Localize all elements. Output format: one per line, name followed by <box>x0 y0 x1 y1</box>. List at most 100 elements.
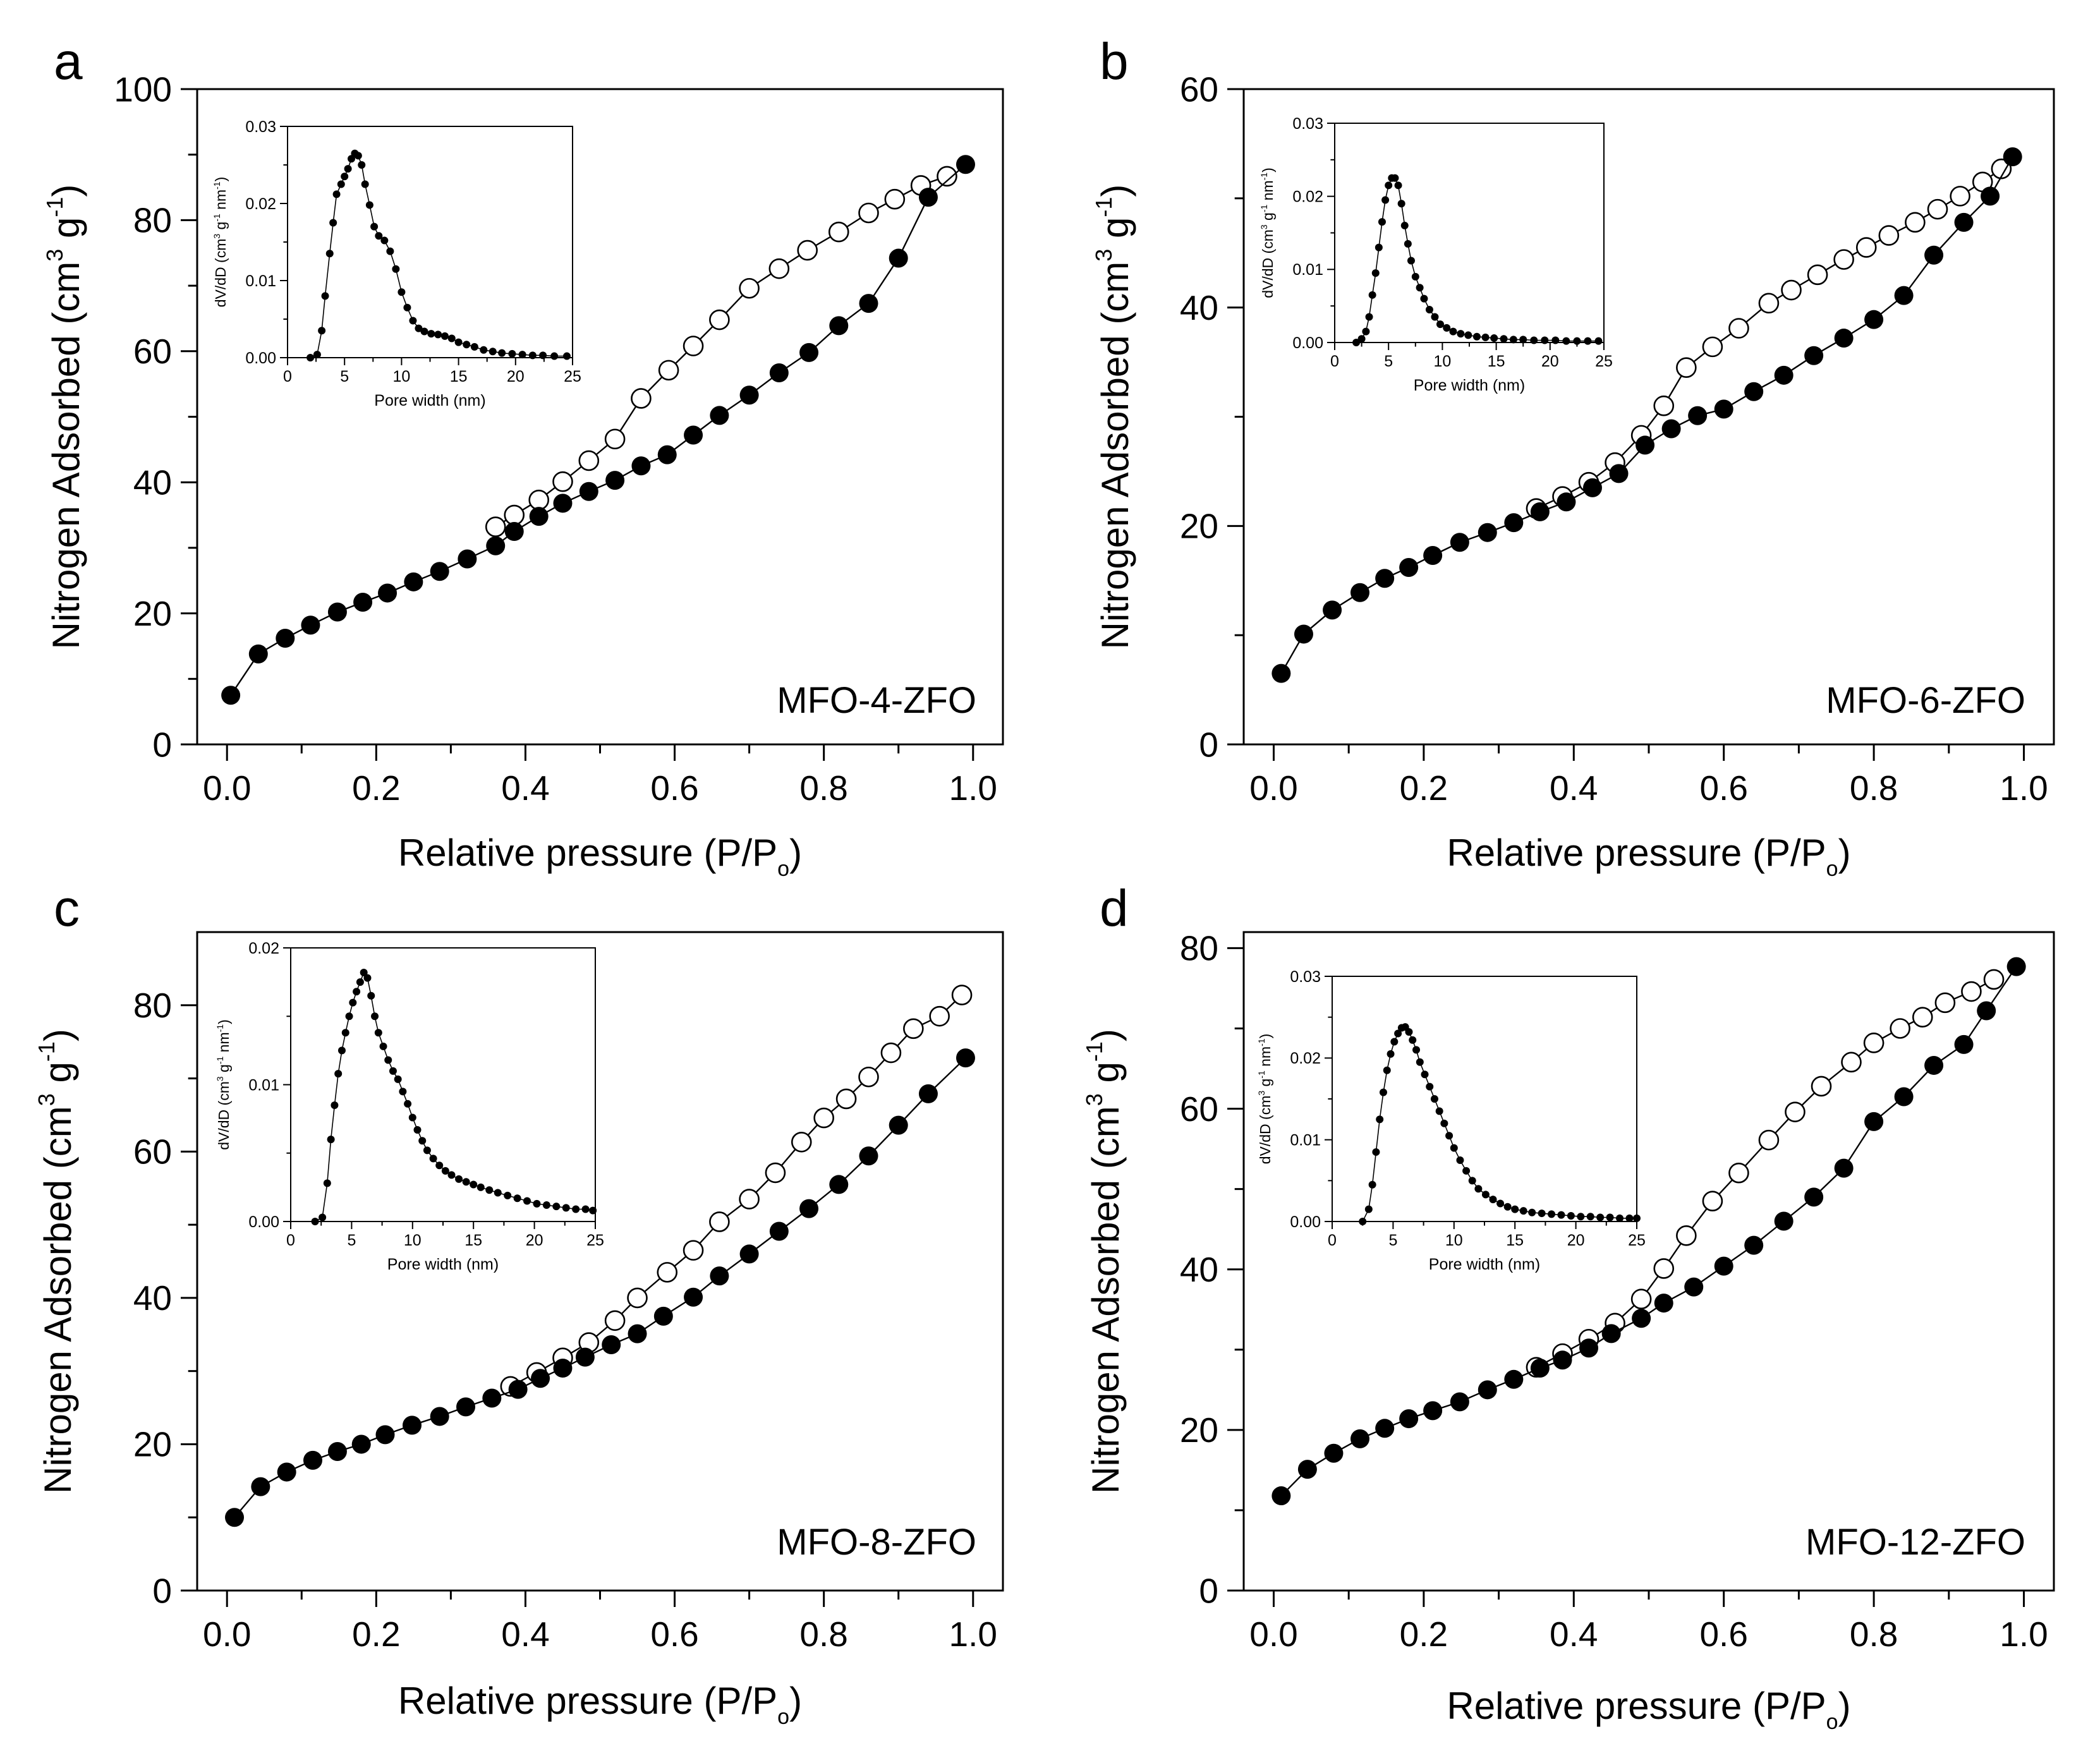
adsorption-point <box>1297 1460 1317 1479</box>
adsorption-point <box>1981 186 2000 206</box>
x-tick-label: 0.2 <box>352 1615 400 1654</box>
desorption-point <box>929 1005 950 1027</box>
adsorption-point <box>1478 523 1497 542</box>
adsorption-point <box>456 1397 475 1417</box>
psd-point <box>1375 243 1383 252</box>
y-tick-label: 40 <box>1180 288 1218 327</box>
adsorption-point <box>684 425 703 445</box>
inset-y-axis-label: dV/dD (cm3 g-1 nm-1) <box>1256 1034 1273 1165</box>
psd-point <box>325 250 334 258</box>
x-tick-label: 1.0 <box>949 768 997 808</box>
psd-point <box>1633 1214 1641 1222</box>
psd-point <box>409 317 417 325</box>
adsorption-point <box>1478 1380 1497 1400</box>
adsorption-line <box>1280 966 2017 1496</box>
desorption-point <box>604 1310 626 1331</box>
desorption-point <box>604 428 626 450</box>
adsorption-point <box>1601 1324 1621 1343</box>
desorption-point <box>504 504 525 526</box>
x-axis-label: Relative pressure (P/Po) <box>398 832 802 881</box>
y-tick-label: 80 <box>1180 929 1218 968</box>
desorption-point <box>1630 1288 1652 1310</box>
sample-label: MFO-6-ZFO <box>1826 680 2025 721</box>
psd-point <box>1548 1210 1556 1218</box>
desorption-point <box>485 516 506 538</box>
psd-point <box>1567 1211 1575 1220</box>
psd-point <box>367 991 375 1000</box>
plot-frame <box>1242 931 2055 1592</box>
psd-point <box>398 288 406 296</box>
desorption-point <box>1950 186 1970 207</box>
adsorption-point <box>1894 1087 1914 1106</box>
psd-point <box>480 346 488 354</box>
psd-point <box>1541 336 1549 344</box>
psd-point <box>434 330 442 339</box>
psd-point <box>354 152 362 160</box>
x-tick-label: 0.0 <box>1249 768 1297 808</box>
desorption-point <box>1961 981 1982 1002</box>
inset-plot-frame <box>1334 123 1605 343</box>
adsorption-point <box>1272 664 1291 683</box>
psd-point <box>1390 1038 1399 1046</box>
inset-x-tick-label: 10 <box>404 1232 422 1249</box>
psd-point <box>1371 269 1380 277</box>
psd-point <box>494 1189 502 1197</box>
panel-a: 0.0 0.2 0.4 0.6 0.8 1.0020406080100aMFO-4-ZFO… <box>42 33 1004 881</box>
adsorption-point <box>799 1199 819 1218</box>
y-tick-label: 20 <box>133 1425 172 1464</box>
adsorption-point <box>684 1287 703 1307</box>
y-tick-label: 40 <box>133 1278 172 1318</box>
adsorption-point <box>918 188 938 207</box>
desorption-point <box>1841 1052 1862 1073</box>
psd-point <box>334 1070 343 1078</box>
inset-y-axis-label: dV/dD (cm3 g-1 nm-1) <box>212 177 229 308</box>
x-tick-label: 0.0 <box>203 768 251 808</box>
psd-point <box>1416 1058 1424 1066</box>
psd-point <box>1412 1046 1421 1054</box>
panel-d: 0.0 0.2 0.4 0.6 0.8 1.0 0 20 40 60 80 d MFO-12-ZFO Re… <box>1081 880 2055 1734</box>
desorption-point <box>683 1240 704 1261</box>
inset-x-tick-label: 20 <box>526 1232 543 1249</box>
psd-point <box>1586 1213 1594 1221</box>
psd-point <box>394 1075 402 1083</box>
psd-point <box>1397 200 1405 208</box>
inset-x-tick-label: 5 <box>1388 1232 1397 1249</box>
desorption-point <box>835 1088 857 1110</box>
psd-point <box>427 330 435 338</box>
desorption-point <box>709 309 730 330</box>
desorption-point <box>1983 969 2005 990</box>
psd-point <box>1405 1028 1413 1036</box>
adsorption-point <box>221 686 241 705</box>
psd-point <box>1431 313 1439 321</box>
y-tick-label: 80 <box>133 201 172 240</box>
inset-y-tick-label: 0.00 <box>245 349 276 367</box>
psd-point <box>358 161 366 169</box>
adsorption-point <box>504 521 524 541</box>
adsorption-point <box>1582 478 1602 497</box>
adsorption-point <box>1688 406 1708 425</box>
psd-point <box>1557 1211 1565 1219</box>
adsorption-point <box>1894 286 1914 305</box>
inset-y-tick-label: 0.03 <box>245 118 276 136</box>
psd-point <box>528 351 537 360</box>
psd-point <box>345 1012 353 1021</box>
x-tick-label: 0.8 <box>1850 768 1898 808</box>
adsorption-point <box>1504 513 1524 533</box>
sample-label: MFO-4-ZFO <box>777 680 976 721</box>
psd-point <box>533 1199 541 1208</box>
adsorption-point <box>375 1425 395 1445</box>
adsorption-point <box>404 572 423 591</box>
panel-label: d <box>1100 880 1129 937</box>
psd-point <box>1394 1029 1402 1038</box>
x-tick-label: 1.0 <box>2000 1615 2048 1654</box>
psd-point <box>435 1161 444 1170</box>
psd-point <box>420 327 428 336</box>
desorption-point <box>1878 225 1900 246</box>
adsorption-point <box>430 562 449 581</box>
psd-point <box>1577 1213 1585 1221</box>
adsorption-point <box>631 456 651 476</box>
psd-point <box>1368 1180 1376 1189</box>
psd-point <box>313 351 321 359</box>
psd-point <box>1625 1214 1634 1222</box>
y-axis-label: Nitrogen Adsorbed (cm3 g-1) <box>1091 185 1136 650</box>
